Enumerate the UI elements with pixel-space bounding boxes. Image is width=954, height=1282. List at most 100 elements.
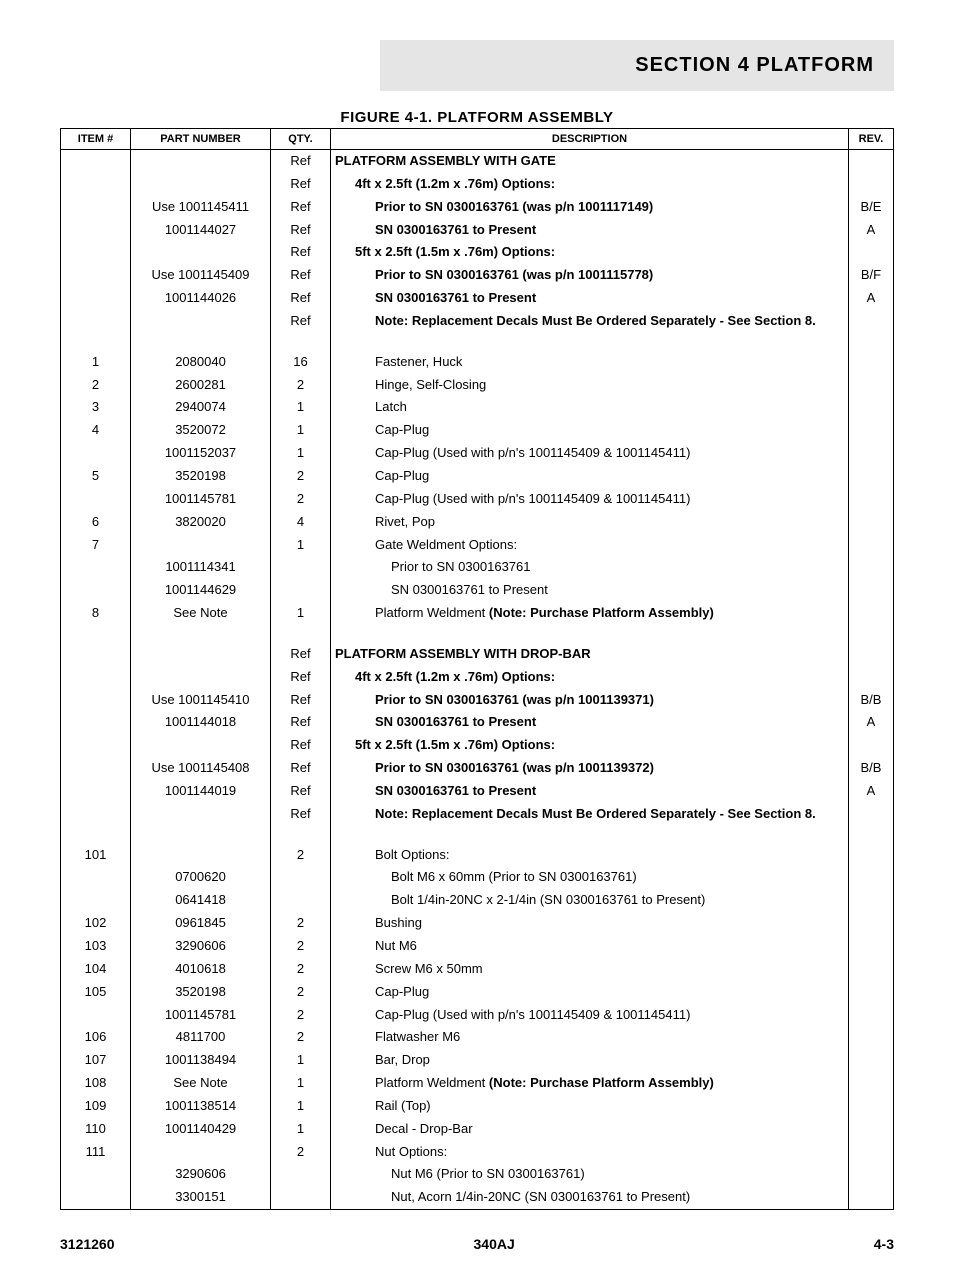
cell-item: 104 (61, 958, 131, 981)
cell-desc: Platform Weldment (Note: Purchase Platfo… (331, 602, 849, 625)
cell-item (61, 711, 131, 734)
cell-rev (849, 173, 894, 196)
cell-rev: A (849, 711, 894, 734)
cell-desc: PLATFORM ASSEMBLY WITH DROP-BAR (331, 643, 849, 666)
cell-rev (849, 442, 894, 465)
figure-title: FIGURE 4-1. PLATFORM ASSEMBLY (60, 109, 894, 126)
col-item: ITEM # (61, 129, 131, 150)
cell-item (61, 1004, 131, 1027)
table-row (61, 333, 894, 351)
cell-part: 1001114341 (131, 556, 271, 579)
cell-part (131, 844, 271, 867)
cell-rev: A (849, 780, 894, 803)
table-row: Use 1001145408RefPrior to SN 0300163761 … (61, 757, 894, 780)
cell-part (131, 173, 271, 196)
cell-part: 0641418 (131, 889, 271, 912)
cell-item: 5 (61, 465, 131, 488)
cell-qty: 1 (271, 602, 331, 625)
cell-desc: Bolt 1/4in-20NC x 2-1/4in (SN 0300163761… (331, 889, 849, 912)
section-header: SECTION 4 PLATFORM (380, 40, 894, 91)
cell-qty: Ref (271, 150, 331, 173)
cell-part: Use 1001145409 (131, 264, 271, 287)
cell-part: 1001144027 (131, 219, 271, 242)
cell-item (61, 803, 131, 826)
cell-qty (271, 556, 331, 579)
cell-part: 1001144019 (131, 780, 271, 803)
cell-qty: Ref (271, 173, 331, 196)
cell-part: Use 1001145411 (131, 196, 271, 219)
cell-desc: Prior to SN 0300163761 (was p/n 10011157… (331, 264, 849, 287)
cell-rev (849, 1026, 894, 1049)
cell-qty (271, 1163, 331, 1186)
cell-qty: 16 (271, 351, 331, 374)
cell-item (61, 780, 131, 803)
cell-desc: Bar, Drop (331, 1049, 849, 1072)
cell-desc: SN 0300163761 to Present (331, 780, 849, 803)
cell-item (61, 889, 131, 912)
cell-qty: Ref (271, 803, 331, 826)
cell-desc: SN 0300163761 to Present (331, 287, 849, 310)
cell-item (61, 264, 131, 287)
cell-rev: B/E (849, 196, 894, 219)
cell-rev (849, 1141, 894, 1164)
cell-qty (271, 1186, 331, 1209)
cell-rev (849, 310, 894, 333)
cell-part: See Note (131, 602, 271, 625)
cell-desc: Cap-Plug (Used with p/n's 1001145409 & 1… (331, 442, 849, 465)
page-footer: 3121260 340AJ 4-3 (60, 1236, 894, 1252)
cell-item: 8 (61, 602, 131, 625)
cell-rev (849, 511, 894, 534)
table-row (61, 826, 894, 844)
cell-part (131, 150, 271, 173)
cell-desc: Nut Options: (331, 1141, 849, 1164)
cell-qty: Ref (271, 711, 331, 734)
cell-qty: 1 (271, 534, 331, 557)
cell-rev (849, 1095, 894, 1118)
table-row: 1001144026RefSN 0300163761 to PresentA (61, 287, 894, 310)
table-row: 1208004016Fastener, Huck (61, 351, 894, 374)
cell-item (61, 488, 131, 511)
col-rev: REV. (849, 129, 894, 150)
cell-part (131, 803, 271, 826)
cell-item: 7 (61, 534, 131, 557)
table-row: 10710011384941Bar, Drop (61, 1049, 894, 1072)
cell-desc: Bolt Options: (331, 844, 849, 867)
cell-desc: Cap-Plug (331, 465, 849, 488)
cell-part: 0961845 (131, 912, 271, 935)
cell-qty: 2 (271, 844, 331, 867)
cell-qty: 2 (271, 912, 331, 935)
table-row: Use 1001145409RefPrior to SN 0300163761 … (61, 264, 894, 287)
cell-qty (271, 889, 331, 912)
table-row: 0641418 Bolt 1/4in-20NC x 2-1/4in (SN 030… (61, 889, 894, 912)
cell-qty: 2 (271, 488, 331, 511)
cell-qty: 1 (271, 396, 331, 419)
cell-qty: 1 (271, 442, 331, 465)
table-row: 3300151Nut, Acorn 1/4in-20NC (SN 0300163… (61, 1186, 894, 1209)
cell-part (131, 310, 271, 333)
cell-item (61, 579, 131, 602)
cell-desc: Rivet, Pop (331, 511, 849, 534)
cell-part: 3520072 (131, 419, 271, 442)
cell-part: 1001144018 (131, 711, 271, 734)
cell-part: 1001138494 (131, 1049, 271, 1072)
table-row: 1001144027RefSN 0300163761 to PresentA (61, 219, 894, 242)
col-desc: DESCRIPTION (331, 129, 849, 150)
table-row: 71Gate Weldment Options: (61, 534, 894, 557)
cell-qty: 2 (271, 958, 331, 981)
cell-rev (849, 866, 894, 889)
cell-desc: Nut M6 (Prior to SN 0300163761) (331, 1163, 849, 1186)
cell-desc: Nut, Acorn 1/4in-20NC (SN 0300163761 to … (331, 1186, 849, 1209)
cell-rev (849, 241, 894, 264)
cell-qty: Ref (271, 780, 331, 803)
cell-desc: 4ft x 2.5ft (1.2m x .76m) Options: (331, 666, 849, 689)
cell-part (131, 734, 271, 757)
cell-qty: 2 (271, 465, 331, 488)
table-row: 1001144019RefSN 0300163761 to PresentA (61, 780, 894, 803)
table-row: 10209618452Bushing (61, 912, 894, 935)
cell-desc: Note: Replacement Decals Must Be Ordered… (331, 310, 849, 333)
cell-rev: B/F (849, 264, 894, 287)
table-row: Ref4ft x 2.5ft (1.2m x .76m) Options: (61, 666, 894, 689)
cell-part: 4811700 (131, 1026, 271, 1049)
cell-item: 106 (61, 1026, 131, 1049)
cell-item (61, 241, 131, 264)
